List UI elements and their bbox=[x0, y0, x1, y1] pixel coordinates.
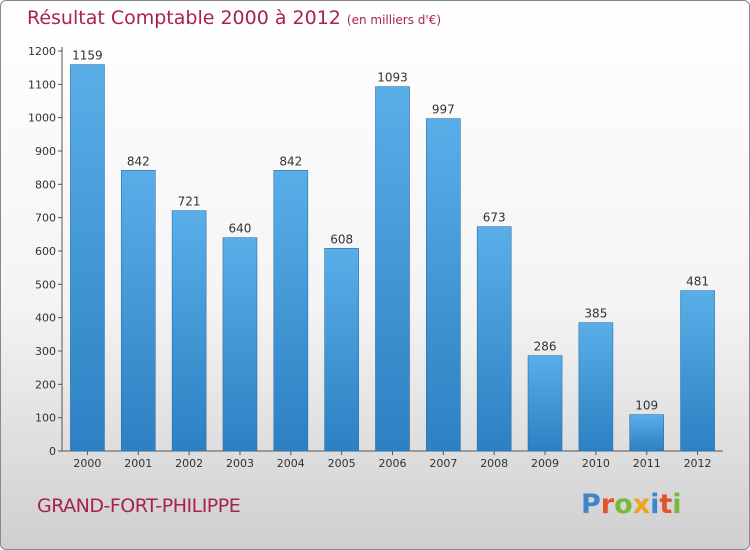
y-tick-label: 500 bbox=[35, 278, 56, 291]
logo-letter: x bbox=[632, 489, 651, 520]
bar-value-label: 640 bbox=[229, 222, 252, 236]
y-tick-label: 1000 bbox=[28, 112, 56, 125]
x-tick-label: 2008 bbox=[480, 457, 508, 470]
x-tick-label: 2004 bbox=[277, 457, 305, 470]
chart-title: Résultat Comptable 2000 à 2012 (en millie… bbox=[27, 7, 441, 29]
x-tick-label: 2007 bbox=[429, 457, 457, 470]
bar-value-label: 997 bbox=[432, 103, 455, 117]
bar-value-label: 481 bbox=[686, 275, 709, 289]
y-tick-label: 900 bbox=[35, 145, 56, 158]
chart-title-text: Résultat Comptable 2000 à 2012 bbox=[27, 7, 341, 29]
y-tick-label: 300 bbox=[35, 345, 56, 358]
logo-letter: i bbox=[650, 489, 660, 520]
x-tick-label: 2000 bbox=[73, 457, 101, 470]
bar[interactable] bbox=[120, 170, 156, 452]
logo-letter: P bbox=[581, 489, 601, 520]
bar-value-label: 385 bbox=[584, 307, 607, 321]
y-tick-label: 1100 bbox=[28, 78, 56, 91]
x-tick-label: 2012 bbox=[684, 457, 712, 470]
x-tick-label: 2003 bbox=[226, 457, 254, 470]
bar[interactable] bbox=[70, 64, 105, 452]
x-tick-label: 2002 bbox=[175, 457, 203, 470]
x-tick-label: 2001 bbox=[124, 457, 152, 470]
city-name: GRAND-FORT-PHILIPPE bbox=[37, 495, 241, 517]
logo-letter: t bbox=[659, 489, 673, 520]
x-tick-label: 2006 bbox=[379, 457, 407, 470]
bar[interactable] bbox=[375, 86, 410, 452]
bar-value-label: 109 bbox=[635, 399, 658, 413]
bar[interactable] bbox=[222, 237, 258, 452]
x-tick-label: 2011 bbox=[633, 457, 661, 470]
logo-letter: o bbox=[614, 489, 633, 520]
bar[interactable] bbox=[476, 226, 512, 452]
y-tick-label: 200 bbox=[35, 378, 56, 391]
bar-value-label: 1159 bbox=[72, 49, 103, 63]
bar-value-label: 1093 bbox=[377, 71, 408, 85]
chart-labels: 1159 2000 842 2001 721 2002 640 2003 842 2004 608 2… bbox=[72, 49, 711, 470]
bar[interactable] bbox=[629, 414, 665, 452]
bar[interactable] bbox=[680, 290, 715, 452]
bar-value-label: 842 bbox=[279, 154, 302, 168]
y-tick-label: 100 bbox=[35, 412, 56, 425]
bar-value-label: 673 bbox=[483, 211, 506, 225]
y-tick-label: 600 bbox=[35, 245, 56, 258]
bar[interactable] bbox=[578, 322, 614, 452]
y-tick-label: 700 bbox=[35, 212, 56, 225]
bar[interactable] bbox=[426, 118, 461, 452]
y-tick-label: 0 bbox=[49, 445, 56, 458]
bar-chart: 0 100 200 300 400 500 600 700 800 900 1000 1100 1200… bbox=[28, 45, 723, 470]
bar[interactable] bbox=[324, 248, 359, 452]
logo-letter: i bbox=[672, 489, 682, 520]
logo-letter: r bbox=[600, 489, 615, 520]
bar[interactable] bbox=[171, 210, 207, 452]
bar-value-label: 842 bbox=[127, 154, 150, 168]
x-tick-label: 2010 bbox=[582, 457, 610, 470]
bar[interactable] bbox=[273, 170, 309, 452]
bar-value-label: 286 bbox=[534, 340, 557, 354]
bar-value-label: 721 bbox=[178, 195, 201, 209]
proxiti-logo[interactable]: Proxiti bbox=[581, 489, 682, 520]
y-tick-label: 400 bbox=[35, 312, 56, 325]
y-tick-label: 1200 bbox=[28, 45, 56, 58]
chart-subtitle: (en milliers d'€) bbox=[346, 13, 442, 27]
x-tick-label: 2009 bbox=[531, 457, 559, 470]
x-tick-label: 2005 bbox=[328, 457, 356, 470]
bar-value-label: 608 bbox=[330, 232, 353, 246]
chart-bars bbox=[70, 64, 715, 452]
bar[interactable] bbox=[527, 355, 563, 452]
y-tick-label: 800 bbox=[35, 178, 56, 191]
